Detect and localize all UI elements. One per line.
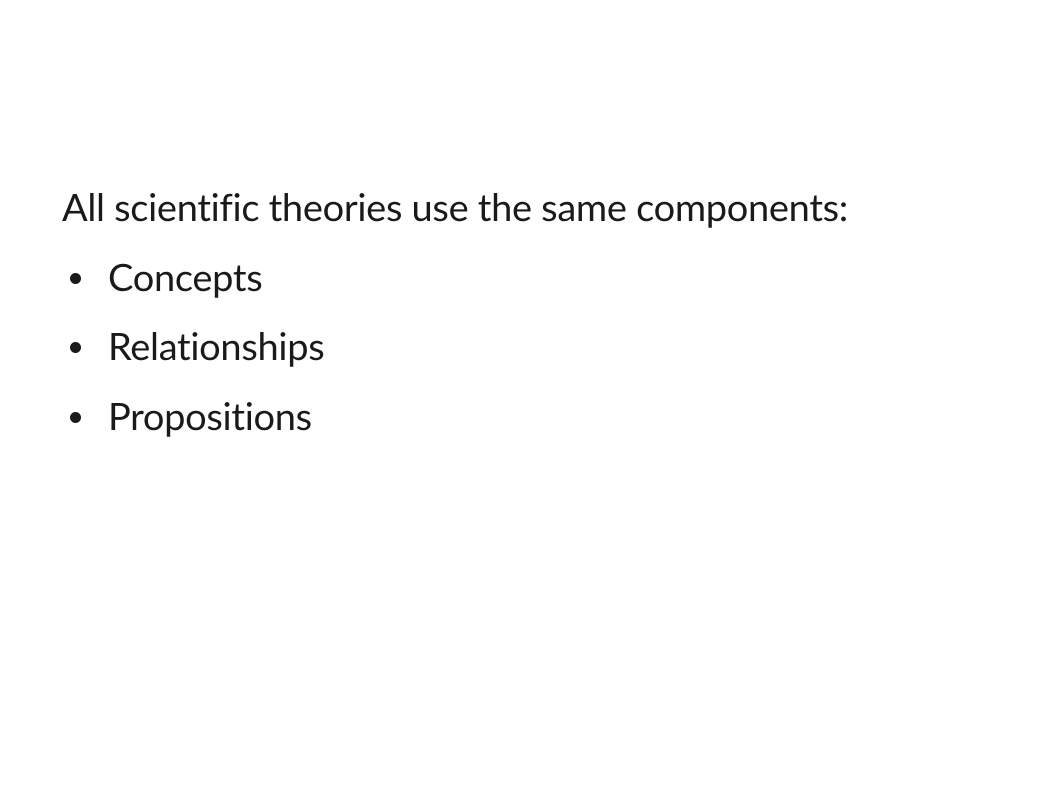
bullet-list: Concepts Relationships Propositions — [62, 255, 1000, 440]
slide-heading: All scientific theories use the same com… — [62, 185, 1000, 231]
list-item: Relationships — [62, 324, 1000, 370]
list-item: Concepts — [62, 255, 1000, 301]
list-item: Propositions — [62, 394, 1000, 440]
